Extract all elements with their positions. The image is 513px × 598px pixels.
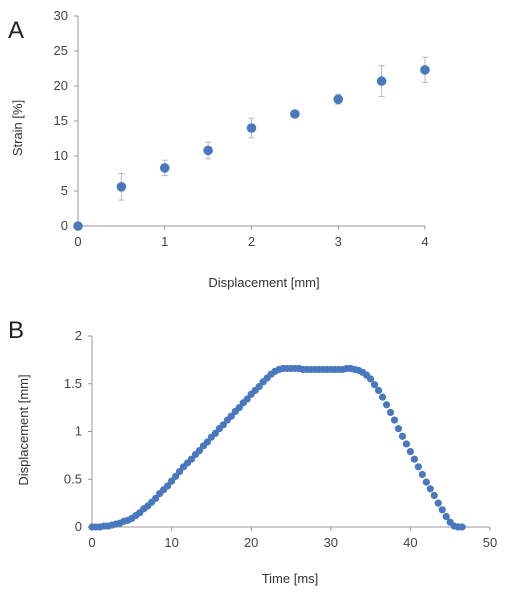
panel-a-y-tick-label: 25: [54, 43, 68, 58]
panel-a-y-axis-title: Strain [%]: [10, 100, 25, 156]
panel-b-data-point: [219, 421, 227, 429]
panel-b-data-point: [410, 455, 418, 463]
panel-a-x-tick-label: 0: [74, 234, 81, 249]
panel-a-x-tick-label: 2: [248, 234, 255, 249]
panel-b-data-point: [430, 491, 438, 500]
panel-a-x-tick-label: 4: [421, 234, 428, 249]
panel-b-data-point: [442, 512, 450, 521]
panel-b-data-point: [418, 470, 426, 479]
panel-a-data-point: [333, 94, 344, 105]
panel-a-letter: A: [8, 17, 24, 44]
panel-a-data-point: [73, 221, 83, 231]
panel-b-data-point: [390, 416, 399, 424]
panel-b-data-point: [426, 485, 434, 493]
panel-b-data-point: [402, 440, 411, 448]
panel-b-data-point: [171, 472, 180, 480]
panel-b-data-point: [406, 447, 414, 456]
panel-b-displacement-chart: B Time [ms] Displacement [mm] 0 10 20 30 40 5…: [8, 317, 497, 586]
panel-b-y-tick-label: 2: [75, 328, 82, 343]
panel-b-x-tick-label: 10: [164, 535, 178, 550]
panel-a-y-tick-label: 0: [61, 218, 68, 233]
panel-b-data-point: [203, 438, 212, 446]
panel-a-y-tick-label: 30: [54, 8, 68, 23]
panel-b-data-point: [458, 523, 466, 531]
panel-b-x-tick-label: 30: [324, 535, 338, 550]
panel-a-x-tick-label: 1: [161, 234, 168, 249]
panel-b-data-point: [414, 463, 422, 471]
panel-a-data-point: [376, 76, 387, 86]
panel-b-y-tick-label: 0.5: [64, 471, 82, 486]
panel-b-y-axis-title: Displacement [mm]: [16, 374, 31, 485]
panel-b-data-point: [168, 477, 176, 485]
panel-a-y-tick-label: 20: [54, 78, 68, 93]
panel-a-data-point: [159, 163, 170, 173]
panel-b-y-tick-label: 1.5: [64, 376, 82, 391]
panel-b-data-point: [394, 425, 403, 433]
panel-b-data-point: [382, 401, 391, 409]
panel-a-data-point: [290, 109, 300, 119]
panel-a-x-tick-label: 3: [335, 234, 342, 249]
panel-b-data-point: [211, 429, 219, 438]
panel-b-data-point: [370, 381, 379, 389]
panel-b-data-point: [398, 432, 407, 440]
panel-b-x-tick-label: 20: [244, 535, 258, 550]
panel-b-letter: B: [8, 317, 24, 344]
panel-a-y-tick-label: 10: [54, 148, 68, 163]
panel-b-data-point: [378, 393, 387, 401]
panel-b-data-point: [152, 494, 160, 502]
panel-b-x-tick-label: 50: [483, 535, 497, 550]
panel-b-y-tick-label: 0: [75, 519, 82, 534]
panel-b-y-tick-label: 1: [75, 424, 82, 439]
panel-b-data-point: [422, 478, 430, 486]
panel-b-data-point: [438, 506, 446, 514]
panel-b-data-point: [367, 375, 375, 383]
panel-b-data-point: [227, 412, 235, 420]
panel-b-data-point: [195, 447, 204, 455]
panel-a-strain-chart: A Displacement [mm] Strain [%] 0 1 2 3 4 0 5 10…: [8, 8, 430, 290]
panel-a-data-point: [420, 65, 430, 75]
panel-b-data-point: [255, 383, 263, 391]
panel-b-x-tick-label: 0: [88, 535, 95, 550]
panel-a-data-point: [203, 145, 213, 156]
panel-b-data-point: [187, 455, 196, 463]
panel-b-x-tick-label: 40: [403, 535, 417, 550]
panel-a-y-tick-label: 5: [61, 183, 68, 198]
panel-b-data-point: [386, 408, 395, 416]
panel-b-data-point: [434, 499, 442, 507]
panel-a-data-point: [116, 182, 127, 192]
panel-a-x-axis-title: Displacement [mm]: [208, 275, 319, 290]
panel-b-data-point: [164, 482, 172, 490]
panel-b-data-point: [235, 404, 243, 412]
panel-b-x-axis-title: Time [ms]: [262, 571, 319, 586]
panel-b-data-point: [243, 395, 251, 403]
panel-b-data-point: [175, 468, 184, 476]
panel-a-data-point: [246, 123, 257, 133]
panel-a-y-tick-label: 15: [54, 113, 68, 128]
panel-b-data-point: [374, 386, 383, 395]
